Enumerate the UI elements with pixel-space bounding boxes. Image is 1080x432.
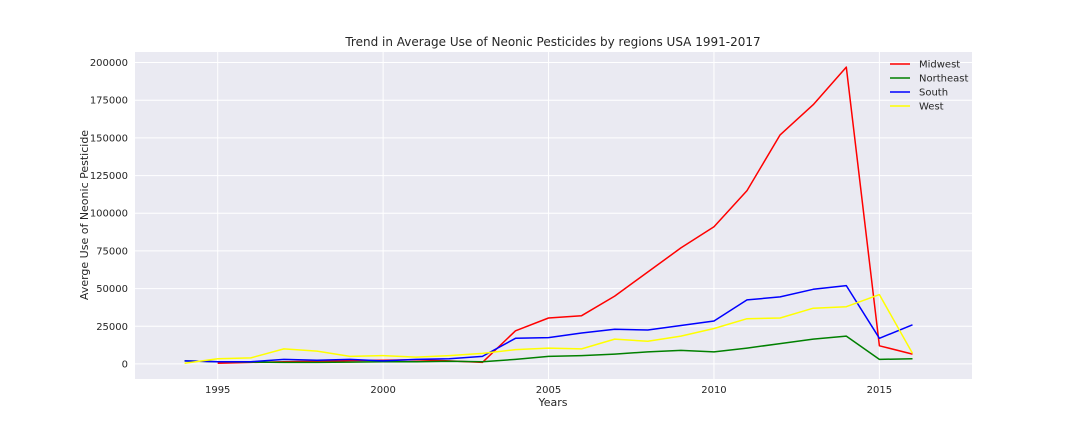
x-tick-label: 2015 — [867, 385, 892, 396]
x-tick-label: 2010 — [701, 385, 726, 396]
legend-label: South — [919, 88, 948, 99]
x-tick-labels: 1995 2000 2005 2010 2015 — [205, 385, 892, 396]
legend-label: Northeast — [919, 74, 968, 85]
y-tick-label: 75000 — [96, 246, 128, 257]
x-tick-label: 2005 — [536, 385, 561, 396]
chart-title: Trend in Average Use of Neonic Pesticide… — [344, 35, 760, 49]
y-tick-label: 175000 — [90, 96, 128, 107]
legend-label: Midwest — [919, 60, 960, 71]
series-line-west — [184, 293, 914, 364]
series-lines — [184, 66, 914, 364]
y-tick-label: 25000 — [96, 322, 128, 333]
x-axis-label: Years — [537, 396, 567, 409]
y-tick-label: 50000 — [96, 284, 128, 295]
x-tick-label: 2000 — [370, 385, 395, 396]
gridlines — [135, 52, 972, 379]
x-tick-label: 1995 — [205, 385, 230, 396]
y-tick-label: 0 — [122, 359, 128, 370]
plot-background — [135, 52, 972, 379]
legend-label: West — [919, 102, 944, 113]
y-tick-label: 200000 — [90, 58, 128, 69]
series-line-south — [184, 284, 913, 363]
y-tick-label: 125000 — [90, 171, 128, 182]
y-tick-label: 150000 — [90, 133, 128, 144]
series-line-northeast — [184, 335, 913, 364]
y-axis-label: Averge Use of Neonic Pesticide — [78, 130, 91, 300]
legend: Midwest Northeast South West — [890, 60, 968, 113]
y-tick-labels: 0 25000 50000 75000 100000 125000 150000 175000… — [90, 58, 128, 370]
series-line-midwest — [217, 66, 913, 364]
y-tick-label: 100000 — [90, 209, 128, 220]
